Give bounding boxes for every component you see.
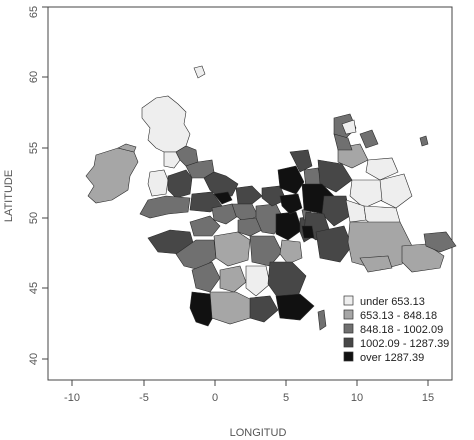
x-tick-label: -5 <box>139 392 149 404</box>
legend-label: 1002.09 - 1287.39 <box>360 338 449 350</box>
region-southwest <box>139 195 191 219</box>
region-provence <box>275 293 315 321</box>
region-vienna <box>423 231 457 253</box>
region-centre <box>213 231 251 267</box>
y-axis-title: LATITUDE <box>3 170 15 222</box>
region-baden-wuerttemberg <box>315 225 353 263</box>
region-saarland <box>301 225 315 239</box>
y-tick-label: 50 <box>28 212 40 224</box>
x-tick-label: 5 <box>283 392 289 404</box>
region-netherlands-south <box>277 165 305 195</box>
region-denmark-mid <box>333 133 353 151</box>
y-tick-label: 55 <box>28 142 40 154</box>
y-tick-label: 65 <box>28 6 40 18</box>
region-franche-comte <box>279 239 303 265</box>
y-axis: 40 45 50 55 60 65 LATITUDE <box>3 6 48 365</box>
region-shetland <box>193 65 206 79</box>
region-rhone-alpes <box>267 261 307 299</box>
y-tick-label: 60 <box>28 71 40 83</box>
legend-swatch <box>343 323 354 334</box>
region-auvergne <box>245 265 271 297</box>
region-midlands <box>167 169 193 199</box>
x-tick-label: 10 <box>351 392 363 404</box>
region-limousin <box>219 265 247 293</box>
legend-label: 848.18 - 1002.09 <box>360 324 443 336</box>
region-sachsen-anhalt <box>349 179 383 209</box>
region-belgium-east <box>279 193 303 215</box>
x-tick-label: 0 <box>212 392 218 404</box>
region-ile-de-france <box>237 217 263 237</box>
legend-swatch <box>343 309 354 320</box>
region-bornholm <box>419 135 429 147</box>
region-basse-normandie <box>189 215 221 237</box>
region-east-england <box>203 171 239 197</box>
region-london <box>213 191 233 205</box>
region-ireland <box>85 147 139 204</box>
region-austria-west <box>359 255 393 273</box>
region-hessen <box>321 195 351 227</box>
legend-swatch <box>343 337 354 348</box>
region-denmark-south <box>341 119 357 135</box>
region-languedoc <box>249 295 279 323</box>
region-zealand <box>359 129 379 149</box>
region-wales <box>147 169 169 197</box>
region-mecklenburg <box>365 157 399 181</box>
x-tick-label: 15 <box>422 392 434 404</box>
plot-frame <box>47 6 453 381</box>
regions <box>85 65 457 331</box>
region-scotland <box>141 95 191 153</box>
legend-label: over 1287.39 <box>360 352 424 364</box>
region-nord <box>235 185 263 205</box>
legend-swatch <box>343 351 354 362</box>
x-axis-title: LONGITUD <box>230 427 287 439</box>
x-tick-label: -10 <box>64 392 80 404</box>
region-netherlands-north <box>289 149 313 173</box>
y-tick-label: 45 <box>28 282 40 294</box>
region-brandenburg <box>379 173 413 209</box>
region-niedersachsen <box>317 159 353 193</box>
legend-label: 653.13 - 848.18 <box>360 310 437 322</box>
legend: under 653.13 653.13 - 848.18 848.18 - 10… <box>343 295 449 364</box>
region-haute-normandie <box>211 203 239 225</box>
region-poitou <box>191 261 221 293</box>
region-belgium-west <box>261 185 287 207</box>
x-axis: -10 -5 0 5 10 15 LONGITUD <box>64 380 434 439</box>
region-northern-ireland <box>117 143 137 153</box>
region-england-north <box>163 151 181 169</box>
y-tick-label: 40 <box>28 353 40 365</box>
legend-label: under 653.13 <box>360 296 425 308</box>
region-lorraine <box>275 211 303 241</box>
region-corse <box>317 309 327 331</box>
legend-swatch <box>343 295 354 306</box>
region-midi-pyrenees <box>209 291 253 325</box>
region-bourgogne <box>249 235 283 267</box>
